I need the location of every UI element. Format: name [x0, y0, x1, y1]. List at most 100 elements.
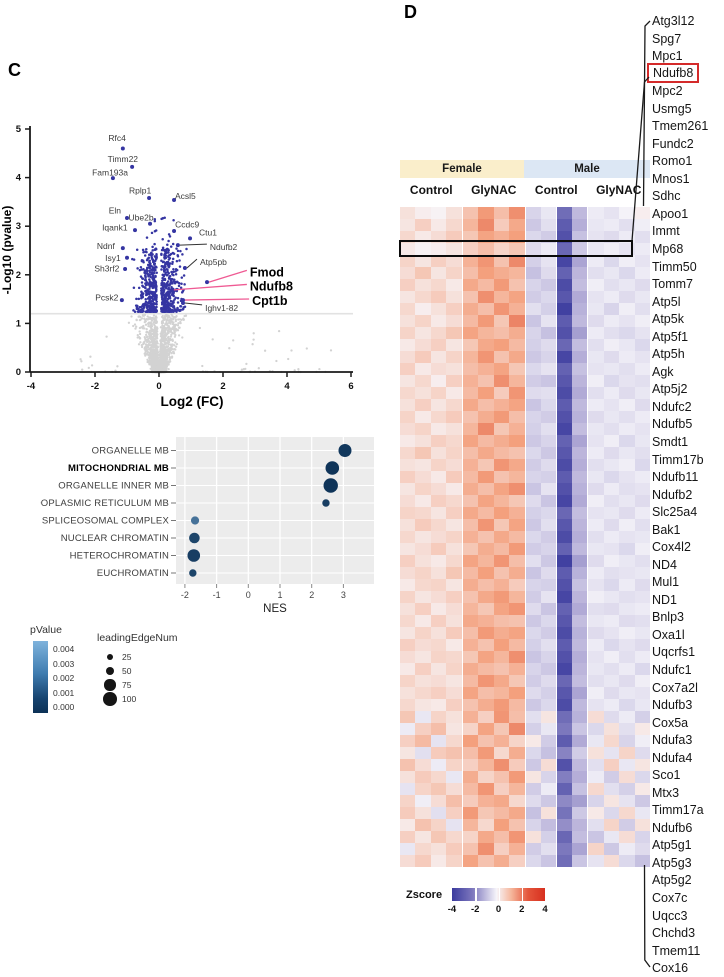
- heatmap-cell: [571, 735, 588, 747]
- heatmap-cell: [400, 363, 416, 375]
- labeled-gene-point: [205, 280, 209, 285]
- heatmap-cell: [541, 459, 557, 471]
- sig-point: [154, 302, 158, 306]
- heatmap-cell: [462, 783, 479, 795]
- sig-point: [175, 280, 179, 284]
- sig-point: [150, 256, 154, 259]
- ns-point: [173, 329, 176, 332]
- heatmap-cell: [400, 423, 416, 435]
- ns-point: [140, 345, 144, 349]
- ns-point: [150, 364, 153, 367]
- heatmap-cell: [556, 579, 572, 591]
- heatmap-cell: [556, 699, 572, 711]
- heatmap-cell: [400, 327, 416, 339]
- heatmap-cell: [525, 519, 542, 531]
- heatmap-cell: [415, 423, 431, 435]
- ns-point: [175, 315, 178, 318]
- heatmap-cell: [571, 675, 588, 687]
- heatmap-cell: [446, 819, 462, 831]
- heatmap-cell: [462, 363, 479, 375]
- heatmap-cell: [446, 771, 462, 783]
- heatmap-cell: [415, 759, 431, 771]
- nes-dot: [190, 516, 200, 525]
- y-tick-label: 4: [16, 173, 22, 184]
- heatmap-cell: [541, 651, 557, 663]
- sig-point: [167, 295, 171, 298]
- sig-point: [160, 217, 163, 221]
- leader-lines: [631, 20, 651, 968]
- heatmap-cell: [400, 351, 416, 363]
- ns-point: [147, 346, 150, 349]
- heatmap-cell: [430, 375, 447, 387]
- heatmap-cell: [415, 627, 431, 639]
- heatmap-cell: [556, 615, 572, 627]
- heatmap-cell: [509, 543, 525, 555]
- heatmap-cell: [525, 339, 542, 351]
- ns-point: [142, 314, 146, 317]
- sig-point: [146, 297, 150, 300]
- heatmap-cell: [430, 435, 447, 447]
- heatmap-cell: [509, 351, 525, 363]
- heatmap-cell: [525, 555, 542, 567]
- sig-point: [147, 291, 150, 295]
- leading-edge-dot: [105, 666, 115, 676]
- heatmap-cell: [556, 591, 572, 603]
- ns-point: [162, 362, 165, 366]
- x-tick-label: 2: [220, 381, 225, 392]
- heatmap-cell: [556, 531, 572, 543]
- heatmap-cell: [571, 615, 588, 627]
- ns-point: [161, 355, 165, 358]
- ns-point: [149, 367, 152, 370]
- heatmap-cell: [400, 507, 416, 519]
- heatmap-cell: [525, 711, 542, 723]
- sig-point: [171, 242, 175, 246]
- ns-point: [167, 367, 170, 371]
- leader-line-bottom: [643, 864, 651, 968]
- heatmap-cell: [430, 327, 447, 339]
- heatmap-cell: [556, 303, 572, 315]
- ns-point: [168, 351, 171, 354]
- ns-point: [80, 360, 83, 363]
- heatmap-cell: [415, 555, 431, 567]
- heatmap-cell: [478, 471, 494, 483]
- sig-point: [176, 296, 180, 300]
- heatmap-cell: [462, 267, 479, 279]
- gene-label-volcano: Rfc4: [108, 133, 126, 143]
- ns-point: [146, 358, 149, 361]
- sig-point: [141, 277, 145, 280]
- sig-point: [146, 266, 149, 270]
- heatmap-column-label: Control: [409, 183, 453, 197]
- heatmap-cell: [541, 483, 557, 495]
- sig-point: [174, 296, 177, 299]
- heatmap-cell: [541, 663, 557, 675]
- heatmap-cell: [462, 471, 479, 483]
- heatmap-cell: [525, 699, 542, 711]
- heatmap-cell: [525, 735, 542, 747]
- ns-point: [127, 321, 131, 324]
- heatmap-cell: [400, 399, 416, 411]
- category-label: SPLICEOSOMAL COMPLEX: [42, 516, 170, 527]
- sig-point: [154, 289, 158, 293]
- heatmap-cell: [462, 315, 479, 327]
- sig-point: [148, 285, 152, 288]
- sig-point: [171, 260, 174, 264]
- heatmap-cell: [509, 699, 525, 711]
- heatmap-cell: [571, 711, 588, 723]
- heatmap-cell: [556, 459, 572, 471]
- heatmap-cell: [462, 807, 479, 819]
- y-axis-title: -Log10 (pvalue): [0, 206, 14, 295]
- heatmap-cell: [400, 771, 416, 783]
- heatmap-cell: [415, 615, 431, 627]
- heatmap-cell: [446, 387, 462, 399]
- ns-point: [147, 343, 150, 346]
- heatmap-cell: [430, 579, 447, 591]
- ns-point: [151, 355, 155, 359]
- heatmap-cell: [571, 567, 588, 579]
- ns-point: [154, 332, 157, 335]
- heatmap-cell: [478, 807, 494, 819]
- heatmap-cell: [415, 531, 431, 543]
- heatmap-cell: [541, 219, 557, 231]
- sig-point: [144, 298, 147, 301]
- ns-point: [160, 349, 163, 353]
- ns-point: [174, 323, 178, 326]
